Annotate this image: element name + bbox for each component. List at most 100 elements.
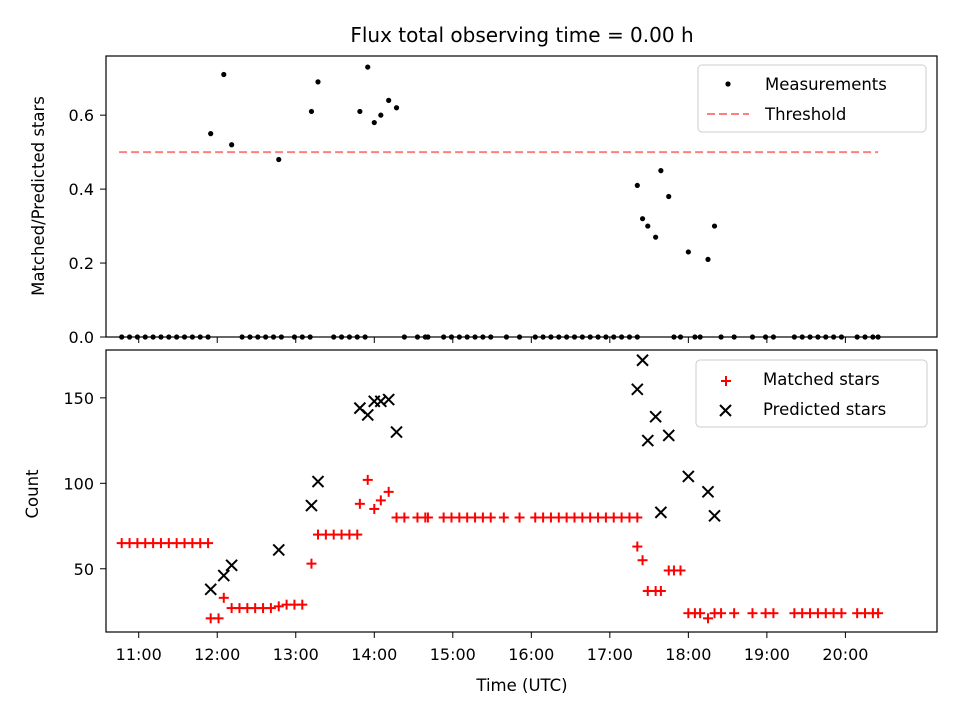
measurement-point [308,108,315,115]
x-axis-label: Time (UTC) [475,676,567,695]
measurement-point [658,168,664,174]
measurement-point [276,156,282,163]
top-y-tick-label: 0.4 [69,180,94,199]
top-legend-box [697,64,927,133]
top-y-axis-label: Matched/Predicted stars [29,96,48,296]
predicted-star-point [701,485,715,499]
matched-star-point [514,512,525,523]
measurement-point [315,79,321,85]
legend-label-matched: Matched stars [763,370,880,389]
legend-marker-predicted [719,404,732,417]
matched-star-point [498,512,509,523]
matched-star-point [729,608,740,619]
matched-star-point [695,608,706,619]
x-tick-label: 16:00 [508,645,554,664]
matched-star-point [218,592,229,603]
matched-star-point [836,608,847,619]
bottom-y-axis-label: Count [23,469,42,519]
predicted-star-point [305,499,318,512]
measurement-point [645,223,651,229]
measurement-point [393,105,400,111]
matched-star-point [485,512,496,523]
matched-star-point [213,613,224,624]
x-tick-label: 12:00 [194,645,240,664]
matched-star-point [747,608,758,619]
predicted-star-point [649,410,662,423]
x-tick-label: 13:00 [273,645,319,664]
measurement-point [705,256,711,262]
top-y-ticks: 0.0 0.2 0.4 0.6 [69,106,106,347]
matched-star-point [768,608,779,619]
matched-star-point [675,565,686,576]
matched-star-point [375,495,386,506]
measurement-point [229,142,235,148]
predicted-star-point [636,354,649,367]
matched-star-point [203,538,214,549]
x-tick-label: 14:00 [351,645,397,664]
measurement-point [208,131,214,137]
measurement-point [711,223,718,229]
measurement-point [378,112,384,118]
top-panel: Flux total observing time = 0.00 h 0.0 0.… [29,23,938,347]
x-tick-label: 17:00 [587,645,633,664]
bottom-data-layer [116,354,884,624]
matched-star-point [632,512,643,523]
predicted-star-point [272,543,285,557]
bottom-y-tick-label: 100 [63,474,94,493]
top-data-layer [119,64,881,340]
matched-star-point [369,503,380,514]
measurement-point [653,234,659,240]
measurement-point [357,108,363,115]
legend-label-threshold: Threshold [764,105,846,124]
measurement-point [685,249,691,255]
matched-star-point [873,608,884,619]
predicted-star-point [708,509,721,522]
measurement-point [634,182,640,189]
top-y-tick-label: 0.0 [69,328,94,347]
matched-star-point [306,558,317,569]
measurement-point [666,193,672,200]
x-tick-label: 20:00 [822,645,868,664]
chart-title: Flux total observing time = 0.00 h [350,23,693,47]
legend-marker-matched [721,376,731,386]
bottom-legend-box [695,359,928,428]
predicted-star-point [654,506,668,519]
x-tick-label: 15:00 [430,645,476,664]
predicted-star-point [225,559,238,572]
predicted-star-point [682,470,695,483]
predicted-star-point [662,429,675,442]
x-tick-label: 18:00 [665,645,711,664]
top-y-tick-label: 0.6 [69,106,94,125]
matched-star-point [354,498,365,509]
matched-star-point [422,512,433,523]
predicted-star-point [641,434,654,447]
bottom-y-tick-label: 50 [74,560,94,579]
matched-star-point [399,512,410,523]
x-tick-label: 19:00 [744,645,790,664]
top-plot-frame [105,55,938,338]
bottom-y-tick-label: 150 [63,389,94,408]
predicted-star-point [204,583,217,596]
matched-star-point [716,608,727,619]
predicted-star-point [631,383,644,396]
bottom-y-ticks: 50 100 150 [63,389,106,579]
predicted-star-point [217,569,230,582]
measurement-point [371,119,377,126]
predicted-star-point [390,425,403,439]
matched-star-point [637,555,648,566]
matched-star-point [702,613,713,624]
bottom-plot-frame [105,349,938,633]
top-x-ticks [138,337,846,343]
matched-star-point [362,474,373,485]
bottom-legend: Matched stars Predicted stars [695,359,928,428]
matched-star-point [273,601,284,612]
matched-star-point [265,603,276,614]
measurement-point [221,71,227,78]
matched-star-point [632,541,643,552]
matched-star-point [383,486,394,497]
bottom-x-ticks: 11:00 12:00 13:00 14:00 15:00 16:00 17:00 18:00… [116,632,868,664]
legend-label-measurements: Measurements [765,75,887,94]
measurement-point [639,216,646,222]
matched-star-point [297,599,308,610]
